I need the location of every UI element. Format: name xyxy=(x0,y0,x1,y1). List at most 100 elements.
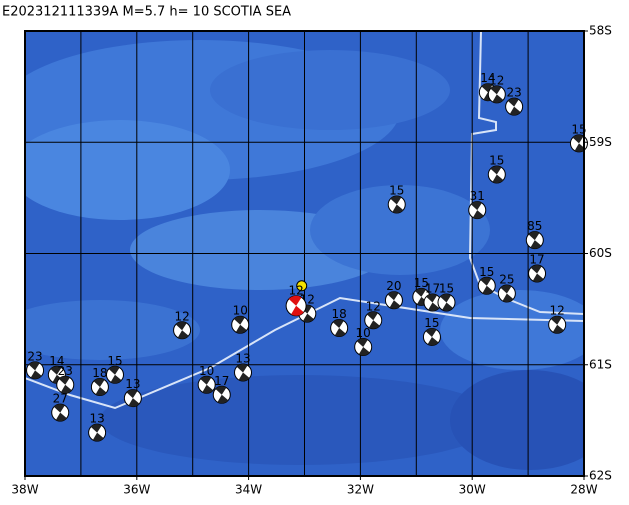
compressional-quadrant xyxy=(126,389,138,399)
compressional-quadrant xyxy=(492,174,504,184)
focal-mechanism xyxy=(234,363,253,382)
deep-area xyxy=(450,370,584,470)
focal-mechanism xyxy=(423,293,442,312)
depth-label: 15 xyxy=(439,281,454,295)
depth-label: 14 xyxy=(49,354,64,368)
compressional-quadrant xyxy=(507,98,519,107)
lat-tick-label: 58S xyxy=(589,24,612,38)
compressional-quadrant xyxy=(28,361,40,371)
focal-mechanism xyxy=(173,321,192,340)
focal-mechanism xyxy=(354,337,373,356)
compressional-quadrant xyxy=(53,404,65,413)
compressional-quadrant xyxy=(95,387,107,396)
lat-tick-label: 61S xyxy=(589,357,612,371)
deep-area xyxy=(100,375,500,465)
compressional-quadrant xyxy=(530,265,542,274)
compressional-quadrant xyxy=(502,293,514,303)
shallow-area xyxy=(210,50,450,130)
compressional-quadrant xyxy=(425,328,437,337)
compressional-quadrant xyxy=(472,210,484,219)
compressional-quadrant xyxy=(177,330,189,339)
depth-label: 12 xyxy=(288,283,303,297)
focal-mechanism xyxy=(88,423,107,442)
compressional-quadrant xyxy=(215,386,227,395)
compressional-quadrant xyxy=(426,293,438,303)
compressional-quadrant xyxy=(528,231,540,241)
depth-label: 27 xyxy=(53,392,68,406)
depth-label: 15 xyxy=(489,154,504,168)
depth-label: 17 xyxy=(425,281,440,295)
compressional-quadrant xyxy=(288,295,302,306)
depth-label: 85 xyxy=(527,219,542,233)
focal-mechanism xyxy=(477,276,496,295)
focal-mechanism xyxy=(330,319,349,338)
compressional-quadrant xyxy=(358,346,370,356)
compressional-quadrant xyxy=(428,302,440,311)
compressional-quadrant xyxy=(200,376,212,385)
focal-mechanism xyxy=(212,385,231,404)
compressional-quadrant xyxy=(110,374,122,384)
depth-label: 15 xyxy=(479,265,494,279)
compressional-quadrant xyxy=(303,313,314,323)
focal-mechanism xyxy=(90,378,109,396)
plate-boundary xyxy=(25,296,584,410)
shallow-area xyxy=(310,185,490,275)
lon-tick-label: 32W xyxy=(347,483,374,497)
depth-label: 14 xyxy=(480,71,495,85)
depth-label: 31 xyxy=(470,189,485,203)
location-marker xyxy=(296,280,308,292)
lat-tick-label: 60S xyxy=(589,246,612,260)
depth-label: 10 xyxy=(356,326,371,340)
focal-mechanism xyxy=(528,264,547,283)
focal-mechanism xyxy=(285,295,307,317)
compressional-quadrant xyxy=(175,321,187,331)
compressional-quadrant xyxy=(481,83,493,93)
focal-mechanism xyxy=(525,231,544,250)
compressional-quadrant xyxy=(108,366,120,375)
compressional-quadrant xyxy=(530,240,542,249)
compressional-quadrant xyxy=(368,320,380,329)
compressional-quadrant xyxy=(202,384,214,394)
compressional-quadrant xyxy=(415,288,426,297)
compressional-quadrant xyxy=(217,394,229,404)
compressional-quadrant xyxy=(55,412,67,422)
focal-mechanism xyxy=(51,403,70,422)
map-title: E202312111339A M=5.7 h= 10 SCOTIA SEA xyxy=(2,5,291,20)
focal-mechanism xyxy=(548,315,567,334)
depth-label: 20 xyxy=(386,279,401,293)
compressional-quadrant xyxy=(387,291,399,301)
compressional-quadrant xyxy=(236,364,248,373)
compressional-quadrant xyxy=(233,316,245,325)
shallow-area xyxy=(440,290,584,370)
compressional-quadrant xyxy=(532,273,544,283)
compressional-quadrant xyxy=(470,201,482,211)
lon-tick-label: 34W xyxy=(235,483,262,497)
focal-mechanism xyxy=(497,284,516,303)
focal-mechanism xyxy=(384,291,403,310)
depth-label: 23 xyxy=(58,364,73,378)
depth-label: 25 xyxy=(499,273,514,287)
compressional-quadrant xyxy=(482,285,494,295)
compressional-quadrant xyxy=(574,143,586,152)
compressional-quadrant xyxy=(550,316,562,325)
compressional-quadrant xyxy=(389,300,401,309)
lon-tick-label: 28W xyxy=(570,483,597,497)
lon-tick-label: 30W xyxy=(459,483,486,497)
lon-tick-label: 38W xyxy=(11,483,38,497)
depth-label: 10 xyxy=(199,364,214,378)
focal-mechanism xyxy=(387,195,406,214)
depth-label: 12 xyxy=(550,304,565,318)
compressional-quadrant xyxy=(490,166,502,175)
focal-mechanism xyxy=(26,361,45,380)
compressional-quadrant xyxy=(58,376,70,385)
focal-mechanism xyxy=(468,201,487,220)
compressional-quadrant xyxy=(356,338,368,347)
depth-label: 15 xyxy=(389,184,404,198)
depth-label: 15 xyxy=(107,354,122,368)
lat-tick-label: 59S xyxy=(589,135,612,149)
focal-mechanism xyxy=(437,293,456,312)
depth-label: 13 xyxy=(235,352,250,366)
depth-label: 15 xyxy=(414,276,429,290)
